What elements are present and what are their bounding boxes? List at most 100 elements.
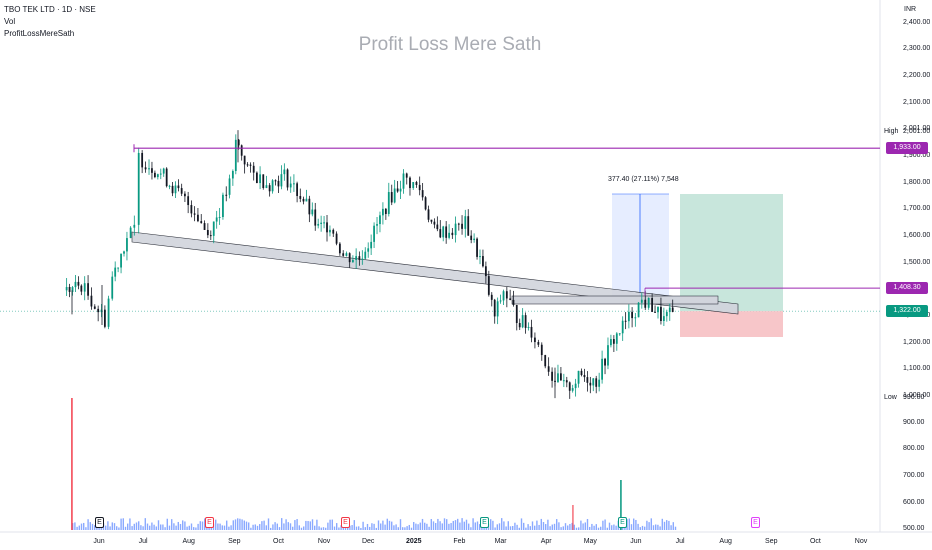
volume-bar: [226, 520, 228, 530]
y-tick-label: 1,200.00: [903, 338, 931, 346]
volume-bar: [595, 524, 597, 530]
y-tick-label: 2,300.00: [903, 45, 931, 53]
volume-bar: [195, 527, 197, 530]
volume-bar: [369, 526, 371, 530]
volume-bar: [630, 524, 633, 530]
candle-body: [487, 276, 490, 295]
volume-bar: [523, 522, 525, 530]
earnings-event-icon[interactable]: E: [751, 517, 760, 528]
volume-bar: [377, 520, 380, 530]
candle-body: [562, 380, 565, 382]
candle-body: [296, 183, 299, 197]
volume-bar: [228, 526, 230, 530]
volume-bar: [549, 526, 551, 530]
volume-bar: [351, 525, 353, 530]
volume-bar: [151, 522, 153, 530]
candle-body: [111, 276, 114, 299]
volume-bar: [450, 523, 452, 530]
volume-bar: [382, 520, 384, 530]
volume-bar: [507, 521, 509, 530]
candle-body: [68, 286, 71, 292]
trendline-channel: [131, 231, 739, 315]
candle-body: [457, 223, 460, 225]
indicator-vol[interactable]: Vol: [4, 17, 16, 26]
candle-body: [524, 315, 527, 328]
volume-bar: [292, 526, 294, 530]
candle-body: [448, 232, 451, 238]
volume-bar: [516, 524, 518, 530]
volume-bar: [133, 523, 135, 530]
candle-body: [396, 188, 399, 192]
volume-bar: [419, 522, 421, 530]
candle-body: [454, 223, 457, 236]
volume-bar: [349, 525, 351, 530]
volume-bar: [633, 518, 635, 530]
x-tick-label: Feb: [453, 538, 466, 545]
volume-bar: [457, 518, 459, 530]
volume-bar: [318, 526, 320, 530]
volume-bar: [479, 524, 481, 530]
candle-body: [129, 227, 132, 239]
candle-body: [412, 182, 415, 189]
trend-channel[interactable]: [131, 231, 739, 315]
indicator-custom[interactable]: ProfitLossMereSath: [4, 29, 75, 38]
volume-bar: [336, 523, 338, 530]
low-value: 996.00: [903, 394, 925, 401]
volume-bar: [615, 525, 617, 530]
volume-bar: [558, 522, 560, 530]
x-tick-label: Nov: [317, 538, 331, 545]
candle-body: [418, 184, 421, 191]
y-tick-label: 700.00: [903, 472, 925, 479]
y-tick-label: 1,700.00: [903, 205, 931, 213]
volume-bar: [432, 521, 435, 530]
volume-bar: [259, 524, 261, 530]
volume-bar: [472, 518, 474, 530]
candle-body: [430, 219, 433, 222]
candle-body: [345, 253, 348, 256]
candle-body: [168, 185, 171, 187]
volume-bar: [626, 519, 628, 530]
earnings-event-icon[interactable]: E: [95, 517, 104, 528]
earnings-event-icon[interactable]: E: [480, 517, 489, 528]
volume-bar: [241, 519, 243, 530]
volume-bar: [655, 524, 657, 530]
candle-body: [222, 194, 224, 217]
volume-bar: [267, 518, 270, 530]
volume-bar: [529, 526, 531, 530]
candle-body: [521, 315, 524, 328]
candle-body: [393, 188, 396, 203]
volume-bar: [91, 523, 94, 530]
candle-body: [568, 382, 571, 391]
x-tick-label: Jun: [93, 538, 105, 545]
candle-body: [171, 185, 174, 194]
candle-body: [255, 172, 258, 184]
volume-bar: [426, 523, 428, 530]
volume-bar: [160, 524, 162, 530]
volume-bar: [239, 518, 241, 530]
candle-body: [177, 185, 180, 189]
candle-body: [527, 326, 530, 328]
volume-bar: [514, 522, 516, 530]
candle-body: [100, 309, 103, 313]
volume-bar: [294, 520, 296, 530]
target-zone: [680, 194, 783, 312]
volume-bar: [204, 518, 206, 530]
candle-body: [206, 229, 209, 236]
volume-bar: [644, 526, 646, 530]
earnings-event-icon[interactable]: E: [618, 517, 627, 528]
earnings-event-icon[interactable]: E: [205, 517, 214, 528]
volume-bar: [87, 519, 89, 530]
volume-bar: [435, 523, 437, 530]
y-tick-label: 1,100.00: [903, 365, 931, 373]
volume-bar: [611, 525, 613, 530]
candle-body: [433, 221, 436, 225]
candle-body: [601, 358, 603, 380]
earnings-event-icon[interactable]: E: [341, 517, 350, 528]
candle-body: [547, 366, 550, 372]
horizontal-levels[interactable]: [133, 144, 880, 296]
candle-body: [534, 337, 536, 343]
candle-body: [637, 302, 640, 318]
candle-body: [618, 333, 621, 335]
